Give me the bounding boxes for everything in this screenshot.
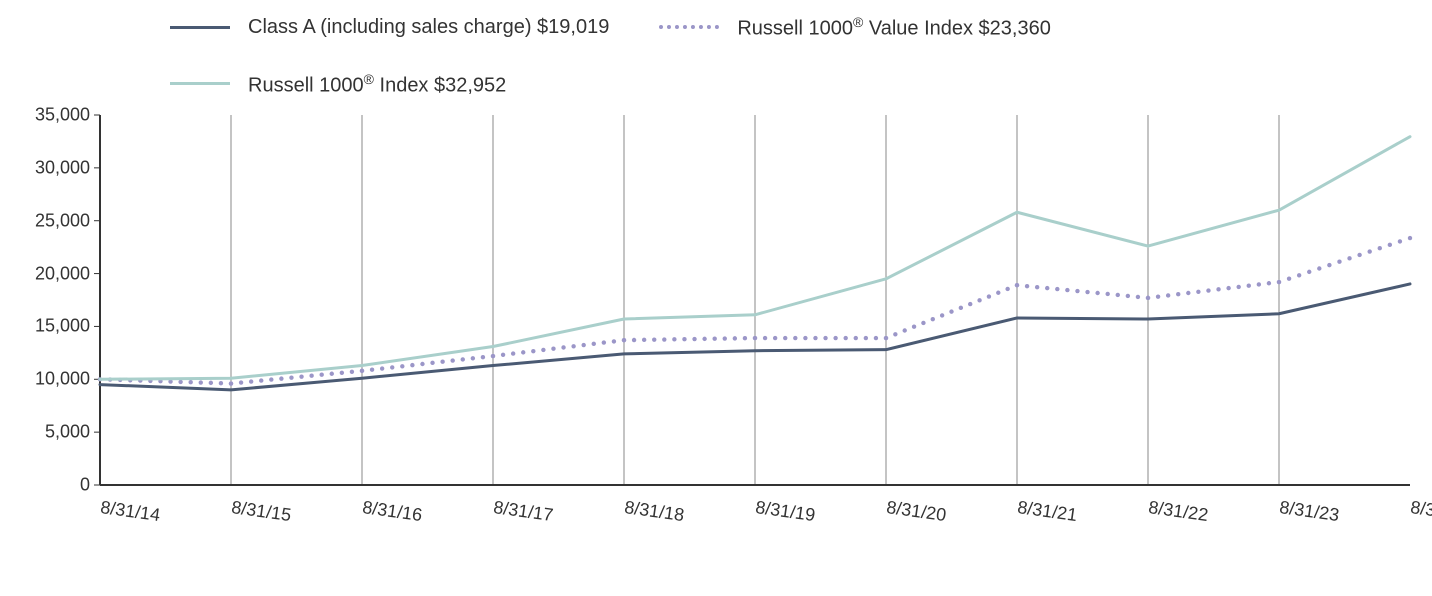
growth-chart: Class A (including sales charge) $19,019… — [0, 0, 1432, 596]
x-axis-tick-label: 8/31/18 — [623, 497, 685, 526]
x-axis-tick-label: 8/31/20 — [885, 497, 947, 526]
x-axis-tick-label: 8/31/14 — [99, 497, 161, 526]
x-axis-tick-label: 8/31/22 — [1147, 497, 1209, 526]
x-axis-labels: 8/31/14 8/31/15 8/31/16 8/31/17 8/31/18 8/31/… — [0, 0, 1432, 596]
x-axis-tick-label: 8/31/23 — [1278, 497, 1340, 526]
x-axis-tick-label: 8/31/24 — [1409, 497, 1432, 526]
x-axis-tick-label: 8/31/17 — [492, 497, 554, 526]
x-axis-tick-label: 8/31/21 — [1016, 497, 1078, 526]
x-axis-tick-label: 8/31/15 — [230, 497, 292, 526]
x-axis-tick-label: 8/31/16 — [361, 497, 423, 526]
x-axis-tick-label: 8/31/19 — [754, 497, 816, 526]
